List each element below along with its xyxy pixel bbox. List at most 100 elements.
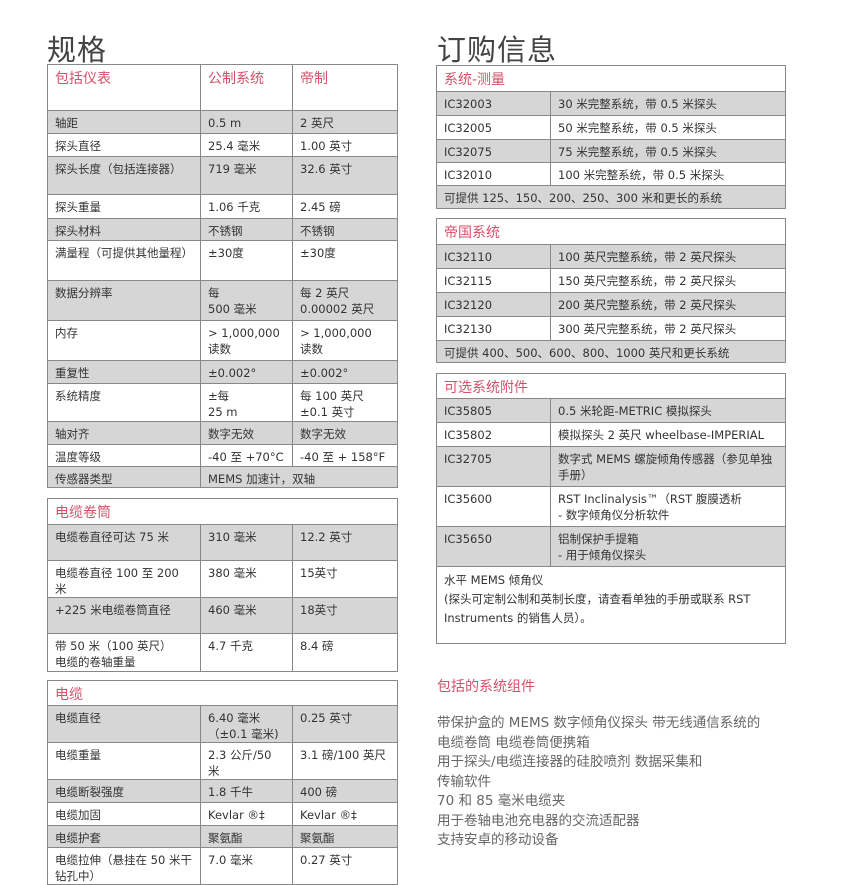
table-cell: 0.5 m (200, 110, 293, 134)
table-cell: +225 米电缆卷筒直径 (47, 597, 201, 634)
table-row: 电缆直径 6.40 毫米（±0.1 毫米) 0.25 英寸 (47, 705, 399, 743)
column-header: 公制系统 (200, 64, 293, 111)
table-row: IC32110 100 英尺完整系统，带 2 英尺探头 (436, 244, 786, 269)
part-description: 100 英尺完整系统，带 2 英尺探头 (550, 244, 786, 269)
table-cell: 聚氨酯 (200, 825, 293, 848)
part-description: 100 米完整系统，带 0.5 米探头 (550, 162, 786, 186)
table-cell: 轴对齐 (47, 421, 201, 445)
table-row: 温度等级 -40 至 +70°C -40 至 + 158°F (47, 444, 398, 467)
section-header: 电缆卷筒 (46, 498, 399, 525)
table-cell: 电缆护套 (47, 825, 201, 848)
table-cell: 电缆断裂强度 (47, 779, 201, 803)
part-number: IC35805 (436, 398, 551, 423)
table-cell: 8.4 磅 (291, 633, 399, 672)
table-cell: 32.6 英寸 (292, 156, 398, 195)
part-description: 数字式 MEMS 螺旋倾角传感器（参见单独手册） (550, 446, 786, 487)
spec-title: 规格 (47, 33, 108, 68)
part-description: 75 米完整系统，带 0.5 米探头 (550, 139, 786, 163)
table-footer-note: 可提供 125、150、200、250、300 米和更长的系统 (436, 185, 786, 209)
table-row: IC32120 200 英尺完整系统，带 2 英尺探头 (436, 292, 786, 317)
table-row: 带 50 米（100 英尺） 电缆的卷轴重量 4.7 千克 8.4 磅 (47, 633, 399, 672)
part-description: RST Inclinalysis™（RST 腹膜透析 - 数字倾角仪分析软件 (550, 486, 786, 527)
table-row: 帝国系统 (436, 218, 786, 245)
table-cell: 3.1 磅/100 英尺 (291, 742, 399, 780)
table-cell: MEMS 加速计，双轴 (200, 466, 398, 488)
table-row: IC35600 RST Inclinalysis™（RST 腹膜透析 - 数字倾角… (436, 486, 786, 527)
part-number: IC32005 (436, 115, 551, 140)
accessories-table: 可选系统附件 IC35805 0.5 米轮距-METRIC 模拟探头 IC35802 模… (436, 373, 786, 644)
part-number: IC32110 (436, 244, 551, 269)
metric-systems-table: 系统-测量 IC32003 30 米完整系统，带 0.5 米探头 IC32005 50 … (436, 65, 786, 209)
table-cell: ±每 25 m (200, 383, 293, 422)
column-header: 帝制 (292, 64, 398, 111)
table-row: 可提供 125、150、200、250、300 米和更长的系统 (436, 185, 786, 209)
table-cell: Kevlar ®‡ (200, 802, 293, 826)
section-header: 可选系统附件 (436, 373, 786, 399)
included-item: 用于探头/电缆连接器的硅胶喷剂 数据采集和 (437, 754, 703, 770)
table-row: 电缆卷直径 100 至 200 米 380 毫米 15英寸 (47, 560, 399, 598)
table-cell: ±0.002° (200, 360, 293, 384)
table-cell: 探头直径 (47, 133, 201, 157)
table-cell: 带 50 米（100 英尺） 电缆的卷轴重量 (47, 633, 201, 672)
table-cell: 探头长度（包括连接器） (47, 156, 201, 195)
table-row: IC32705 数字式 MEMS 螺旋倾角传感器（参见单独手册） (436, 446, 786, 487)
section-header: 系统-测量 (436, 65, 786, 92)
table-cell: 6.40 毫米（±0.1 毫米) (200, 705, 293, 743)
table-cell: 380 毫米 (200, 560, 293, 598)
table-cell: 310 毫米 (200, 524, 293, 561)
table-footer-note: 可提供 400、500、600、800、1000 英尺和更长系统 (436, 340, 786, 363)
table-cell: 数据分辨率 (47, 280, 201, 321)
table-cell: 12.2 英寸 (291, 524, 399, 561)
table-cell: 探头重量 (47, 194, 201, 219)
part-number: IC35802 (436, 422, 551, 447)
table-cell: 4.7 千克 (200, 633, 293, 672)
table-cell: 传感器类型 (47, 466, 201, 488)
table-cell: 不锈钢 (292, 218, 398, 241)
table-cell: -40 至 + 158°F (292, 444, 398, 467)
table-row: IC32075 75 米完整系统，带 0.5 米探头 (436, 139, 786, 163)
table-row: IC32130 300 英尺完整系统，带 2 英尺探头 (436, 316, 786, 341)
table-row: 可选系统附件 (436, 373, 786, 399)
included-list: 带保护盒的 MEMS 数字倾角仪探头 带无线通信系统的 电缆卷筒 电缆卷筒便携箱用… (437, 714, 797, 851)
table-cell: 数字无效 (200, 421, 293, 445)
table-cell: 1.00 英寸 (292, 133, 398, 157)
table-cell: 探头材料 (47, 218, 201, 241)
table-cell: 0.27 英寸 (291, 847, 399, 885)
table-row: IC35802 模拟探头 2 英尺 wheelbase-IMPERIAL (436, 422, 786, 447)
table-cell: ±30度 (292, 240, 398, 281)
table-cell: 460 毫米 (200, 597, 293, 634)
part-description: 300 英尺完整系统，带 2 英尺探头 (550, 316, 786, 341)
included-item: 70 和 85 毫米电缆夹 (437, 793, 566, 809)
table-row: 电缆卷筒 (46, 498, 399, 525)
table-row: 水平 MEMS 倾角仪 (探头可定制公制和英制长度，请查看单独的手册或联系 RS… (436, 566, 786, 644)
section-header: 帝国系统 (436, 218, 786, 245)
table-cell: 1.8 千牛 (200, 779, 293, 803)
part-description: 150 英尺完整系统，带 2 英尺探头 (550, 268, 786, 293)
table-cell: 2.3 公斤/50 米 (200, 742, 293, 780)
part-description: 铝制保护手提箱 - 用于倾角仪探头 (550, 526, 786, 567)
table-cell: 25.4 毫米 (200, 133, 293, 157)
column-header: 包括仪表 (47, 64, 201, 111)
table-cell: 轴距 (47, 110, 201, 134)
table-row: 包括仪表 公制系统 帝制 (47, 64, 398, 111)
table-row: 探头重量 1.06 千克 2.45 磅 (47, 194, 398, 219)
table-cell: 0.25 英寸 (291, 705, 399, 743)
part-number: IC35650 (436, 526, 551, 567)
table-cell: 电缆卷直径 100 至 200 米 (47, 560, 201, 598)
table-cell: 每 2 英尺 0.00002 英尺 (292, 280, 398, 321)
table-row: IC35650 铝制保护手提箱 - 用于倾角仪探头 (436, 526, 786, 567)
table-cell: 系统精度 (47, 383, 201, 422)
included-item: 带保护盒的 MEMS 数字倾角仪探头 带无线通信系统的 (437, 715, 761, 731)
table-cell: ±30度 (200, 240, 293, 281)
table-cell: 每 500 毫米 (200, 280, 293, 321)
table-cell: Kevlar ®‡ (291, 802, 399, 826)
table-row: 电缆加固 Kevlar ®‡ Kevlar ®‡ (47, 802, 399, 826)
included-item: 用于卷轴电池充电器的交流适配器 (437, 812, 640, 829)
table-row: 探头材料 不锈钢 不锈钢 (47, 218, 398, 241)
part-number: IC35600 (436, 486, 551, 527)
table-row: 电缆护套 聚氨酯 聚氨酯 (47, 825, 399, 848)
part-number: IC32120 (436, 292, 551, 317)
